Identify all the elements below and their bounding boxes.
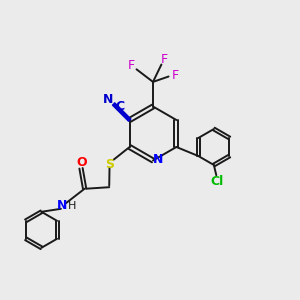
Text: F: F (161, 53, 168, 66)
Text: F: F (128, 59, 135, 72)
Text: N: N (57, 199, 67, 212)
Text: H: H (68, 201, 76, 211)
Text: F: F (172, 69, 179, 82)
Text: O: O (76, 156, 87, 169)
Text: Cl: Cl (211, 175, 224, 188)
Text: S: S (105, 158, 114, 171)
Text: N: N (103, 93, 113, 106)
Text: N: N (153, 152, 163, 166)
Text: C: C (116, 100, 125, 113)
